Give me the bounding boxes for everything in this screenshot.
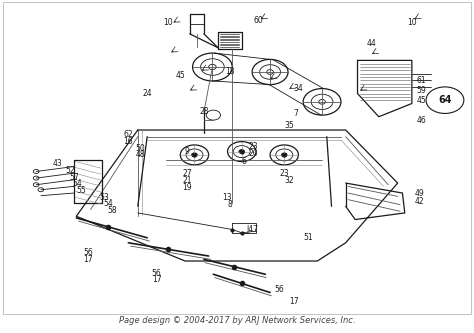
Text: 46: 46 — [417, 116, 426, 125]
Text: 56: 56 — [152, 269, 161, 278]
Text: 16: 16 — [123, 137, 133, 146]
Text: 34: 34 — [294, 84, 303, 93]
Text: 18: 18 — [225, 68, 235, 77]
Text: 17: 17 — [289, 297, 299, 306]
Text: 57: 57 — [69, 172, 79, 181]
Circle shape — [239, 150, 245, 154]
Text: 56: 56 — [83, 248, 93, 257]
Circle shape — [191, 153, 197, 157]
Text: 27: 27 — [182, 169, 192, 178]
Text: 54: 54 — [72, 179, 82, 188]
Text: 45: 45 — [417, 96, 426, 105]
Text: 51: 51 — [303, 233, 313, 242]
Text: 48: 48 — [135, 151, 145, 160]
Text: 23: 23 — [249, 142, 258, 151]
Text: 28: 28 — [199, 107, 209, 116]
Text: 17: 17 — [83, 255, 93, 264]
Text: 42: 42 — [414, 197, 424, 206]
Text: 8: 8 — [228, 200, 232, 209]
Text: 54: 54 — [103, 199, 113, 208]
Text: 35: 35 — [284, 121, 294, 130]
Text: 55: 55 — [76, 186, 86, 195]
Text: 58: 58 — [107, 206, 117, 215]
Text: 44: 44 — [367, 39, 377, 48]
Text: 56: 56 — [275, 285, 284, 294]
Text: Page design © 2004-2017 by ARJ Network Services, Inc.: Page design © 2004-2017 by ARJ Network S… — [119, 316, 355, 325]
Text: 53: 53 — [100, 192, 109, 201]
Text: 43: 43 — [53, 159, 62, 168]
Text: 61: 61 — [417, 76, 426, 85]
Text: J47: J47 — [246, 225, 258, 234]
Text: 59: 59 — [417, 86, 426, 95]
Text: 64: 64 — [438, 95, 452, 105]
Text: 21: 21 — [182, 176, 192, 185]
Text: 6: 6 — [242, 157, 246, 166]
Text: 60: 60 — [254, 16, 263, 25]
Text: 7: 7 — [294, 109, 299, 118]
Text: 24: 24 — [142, 89, 152, 98]
Text: 32: 32 — [284, 176, 294, 185]
Text: 23: 23 — [280, 168, 289, 177]
Text: 62: 62 — [123, 131, 133, 140]
Text: 19: 19 — [182, 182, 192, 191]
Text: 50: 50 — [135, 144, 145, 153]
Text: 10: 10 — [407, 18, 417, 27]
Text: 20: 20 — [249, 149, 258, 158]
Text: 17: 17 — [152, 275, 161, 284]
Text: 13: 13 — [223, 192, 232, 201]
Text: 45: 45 — [175, 71, 185, 80]
Text: 9: 9 — [185, 147, 190, 156]
Text: 52: 52 — [66, 166, 75, 175]
Circle shape — [282, 153, 287, 157]
Text: 49: 49 — [414, 189, 424, 198]
Text: 10: 10 — [164, 18, 173, 27]
